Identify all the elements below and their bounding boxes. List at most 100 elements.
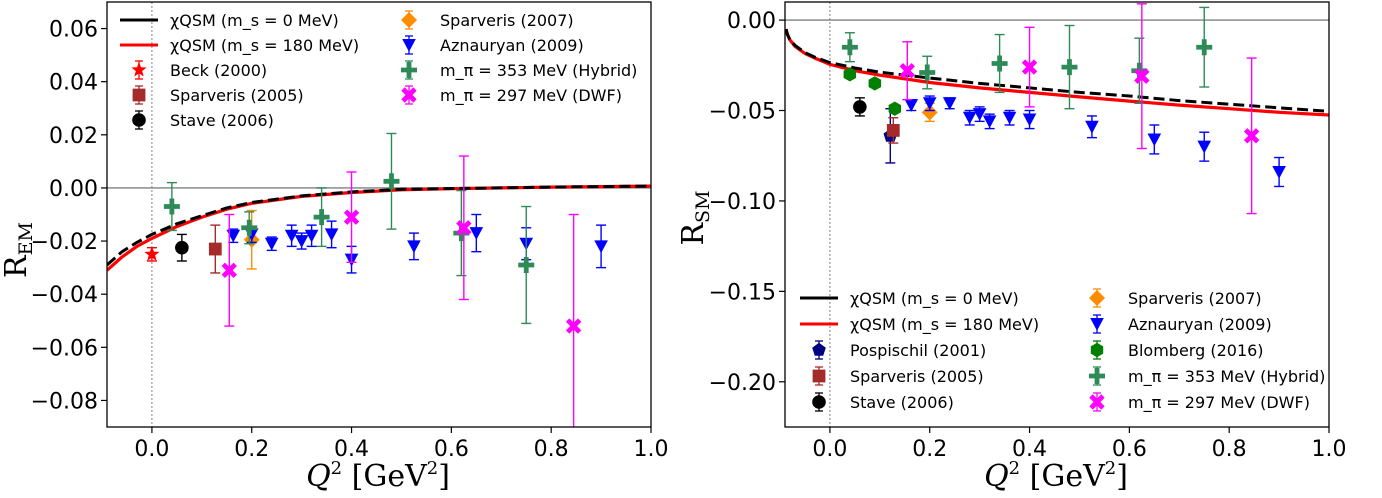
legend-marker [401,87,417,103]
legend-marker [1090,318,1104,331]
rsm-series-4 [904,95,1286,188]
x-tick-label: 1.0 [1312,437,1347,462]
legend-item: m_π = 297 MeV (DWF) [401,85,622,106]
data-point [163,198,180,215]
y-tick-label: −0.04 [31,283,98,308]
rem-series-4 [226,213,608,274]
legend-item: Sparveris (2007) [401,10,574,30]
legend-label: Aznauryan (2009) [440,36,584,55]
legend-item: m_π = 353 MeV (Hybrid) [1089,366,1325,387]
panel-rem: 0.06 0.04 0.02 0.00 −0.02 −0.04 −0.06 −0.08 0.0 0… [0,1,669,494]
y-tick-label: 0.02 [49,124,98,149]
data-point [904,99,919,112]
rem-series-0 [144,246,160,262]
legend-label: m_π = 353 MeV (Hybrid) [1128,367,1325,387]
x-tick-label: 0.0 [134,437,169,462]
data-point [469,227,484,240]
rsm-series-1 [886,117,900,144]
data-point [594,240,608,254]
y-tick-label: 0.00 [727,9,776,34]
legend-label: Beck (2000) [170,61,267,80]
data-point [1002,111,1017,125]
rem-data-layer [107,2,651,427]
data-point [886,124,900,137]
legend-label: m_π = 297 MeV (DWF) [440,86,622,106]
y-tick-label: −0.15 [709,280,776,305]
y-tick-label: −0.06 [31,336,98,361]
y-tick-label: 0.06 [49,18,98,43]
legend-marker [812,395,826,409]
legend-label: Blomberg (2016) [1128,341,1264,360]
legend-label: Stave (2006) [170,111,274,130]
legend-label: χQSM (m_s = 180 MeV) [170,36,359,56]
y-tick-label: −0.08 [31,389,98,414]
data-point [919,64,936,81]
data-point [456,220,472,236]
legend-item: Pospischil (2001) [812,340,986,360]
legend-item: χQSM (m_s = 180 MeV) [120,36,359,56]
data-point [1197,140,1212,154]
data-point [982,115,997,129]
legend-label: Sparveris (2007) [440,11,574,30]
x-tick-label: 0.6 [434,437,469,462]
legend-item: χQSM (m_s = 0 MeV) [800,289,1019,309]
data-point [899,63,915,79]
data-point [922,97,937,111]
data-point [383,173,400,190]
legend-marker [1089,368,1105,384]
legend-label: Pospischil (2001) [850,341,986,360]
rem-plot-area [107,2,651,427]
rsm-curve-ms0 [785,28,1329,113]
data-point [407,240,421,254]
data-point [991,55,1008,72]
legend-label: m_π = 353 MeV (Hybrid) [440,61,637,81]
x-tick-label: 0.2 [234,437,269,462]
rem-curve-ms180 [107,184,651,272]
data-point [972,108,987,121]
x-tick-label: 0.2 [912,437,947,462]
data-point [324,228,339,242]
legend-marker [402,39,416,52]
data-point [888,101,901,116]
legend-label: m_π = 297 MeV (DWF) [1128,393,1310,413]
rem-curve-ms0 [107,184,651,267]
legend-label: χQSM (m_s = 0 MeV) [850,289,1019,309]
rem-legend: χQSM (m_s = 0 MeV) χQSM (m_s = 180 MeV) Be… [120,10,637,130]
data-point [1021,59,1038,75]
data-point [294,235,309,248]
rsm-legend: χQSM (m_s = 0 MeV) χQSM (m_s = 180 MeV) Po… [800,288,1325,413]
y-tick-label: 0.04 [49,71,98,96]
panel-rsm: 0.00 −0.05 −0.10 −0.15 −0.20 0.0 0.2 0.4 0.6 0.8 1… [676,1,1347,494]
legend-label: Sparveris (2005) [170,86,304,105]
rsm-series-5 [843,67,901,116]
data-point [221,262,237,278]
legend-item: Beck (2000) [131,60,267,80]
data-point [921,104,938,121]
legend-item: Aznauryan (2009) [1090,314,1272,334]
data-point [853,100,867,114]
legend-item: Sparveris (2005) [812,366,984,386]
legend-item: Stave (2006) [812,392,954,412]
legend-item: χQSM (m_s = 180 MeV) [800,315,1039,335]
rsm-xlabel: Q2 [GeV2] [984,458,1128,494]
legend-item: m_π = 353 MeV (Hybrid) [401,60,637,81]
data-point [313,209,330,226]
data-point [841,39,858,56]
legend-marker [1089,290,1105,306]
legend-item: Sparveris (2007) [1089,288,1262,308]
legend-label: Aznauryan (2009) [1128,315,1272,334]
legend-item: χQSM (m_s = 0 MeV) [120,11,339,31]
data-point [1147,133,1162,147]
data-point [175,240,189,255]
rsm-series-2 [853,97,867,117]
legend-marker [1090,342,1104,358]
x-tick-label: 0.8 [1212,437,1247,462]
data-point [1085,120,1099,134]
rsm-curve-ms180 [785,28,1329,117]
data-point [1272,166,1286,179]
legend-marker [401,62,417,78]
rsm-plot-area [785,2,1329,427]
legend-marker [401,12,417,28]
y-tick-label: −0.02 [31,230,98,255]
y-tick-label: −0.10 [709,190,776,215]
